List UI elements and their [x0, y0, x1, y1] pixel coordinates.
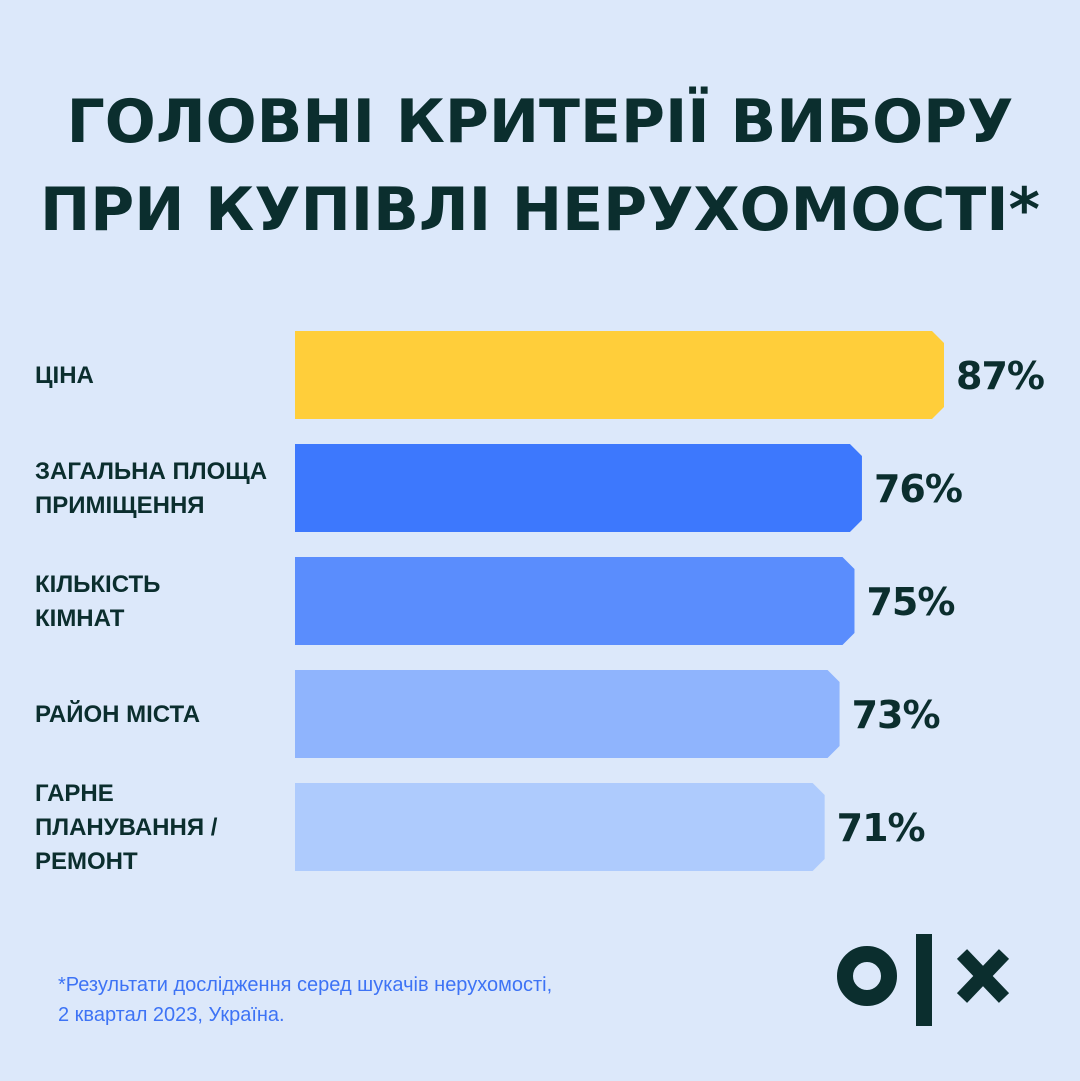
category-label-3: КІЛЬКІСТЬ КІМНАТ	[35, 571, 160, 632]
footnote-line-2: 2 квартал 2023, Україна.	[58, 1004, 285, 1026]
category-label-2: ЗАГАЛЬНА ПЛОЩА ПРИМІЩЕННЯ	[35, 458, 267, 519]
category-label-4: РАЙОН МІСТА	[35, 700, 200, 728]
chart-title: ГОЛОВНІ КРИТЕРІЇ ВИБОРУ ПРИ КУПІВЛІ НЕРУ…	[0, 78, 1080, 254]
logo-l-mark	[916, 934, 932, 1026]
title-line-2: ПРИ КУПІВЛІ НЕРУХОМОСТІ*	[40, 175, 1040, 245]
value-label-3: 75%	[866, 580, 954, 624]
bar-4	[295, 670, 840, 758]
category-label-line: КІМНАТ	[35, 605, 125, 632]
logo-x-mark	[956, 949, 1010, 1003]
bar-5	[295, 783, 825, 871]
category-label-line: ЗАГАЛЬНА ПЛОЩА	[35, 458, 267, 485]
category-label-line: РЕМОНТ	[35, 848, 138, 875]
category-label-1: ЦІНА	[35, 362, 94, 389]
bar-1	[295, 331, 944, 419]
logo-o-mark	[837, 946, 897, 1006]
category-label-line: ГАРНЕ	[35, 780, 114, 807]
category-label-line: ПРИМІЩЕННЯ	[35, 492, 205, 519]
value-label-1: 87%	[956, 354, 1044, 398]
olx-logo	[837, 934, 1010, 1026]
value-label-5: 71%	[837, 806, 925, 850]
value-label-2: 76%	[874, 467, 962, 511]
category-label-5: ГАРНЕ ПЛАНУВАННЯ / РЕМОНТ	[35, 780, 218, 875]
value-label-4: 73%	[852, 693, 940, 737]
category-label-line: РАЙОН МІСТА	[35, 700, 200, 728]
footnote: *Результати дослідження серед шукачів не…	[58, 970, 678, 1030]
category-label-line: ЦІНА	[35, 362, 94, 389]
category-label-line: КІЛЬКІСТЬ	[35, 571, 160, 598]
footnote-line-1: *Результати дослідження серед шукачів не…	[58, 974, 553, 996]
title-line-1: ГОЛОВНІ КРИТЕРІЇ ВИБОРУ	[66, 87, 1014, 157]
category-label-line: ПЛАНУВАННЯ /	[35, 814, 218, 841]
bar-3	[295, 557, 855, 645]
bar-2	[295, 444, 862, 532]
